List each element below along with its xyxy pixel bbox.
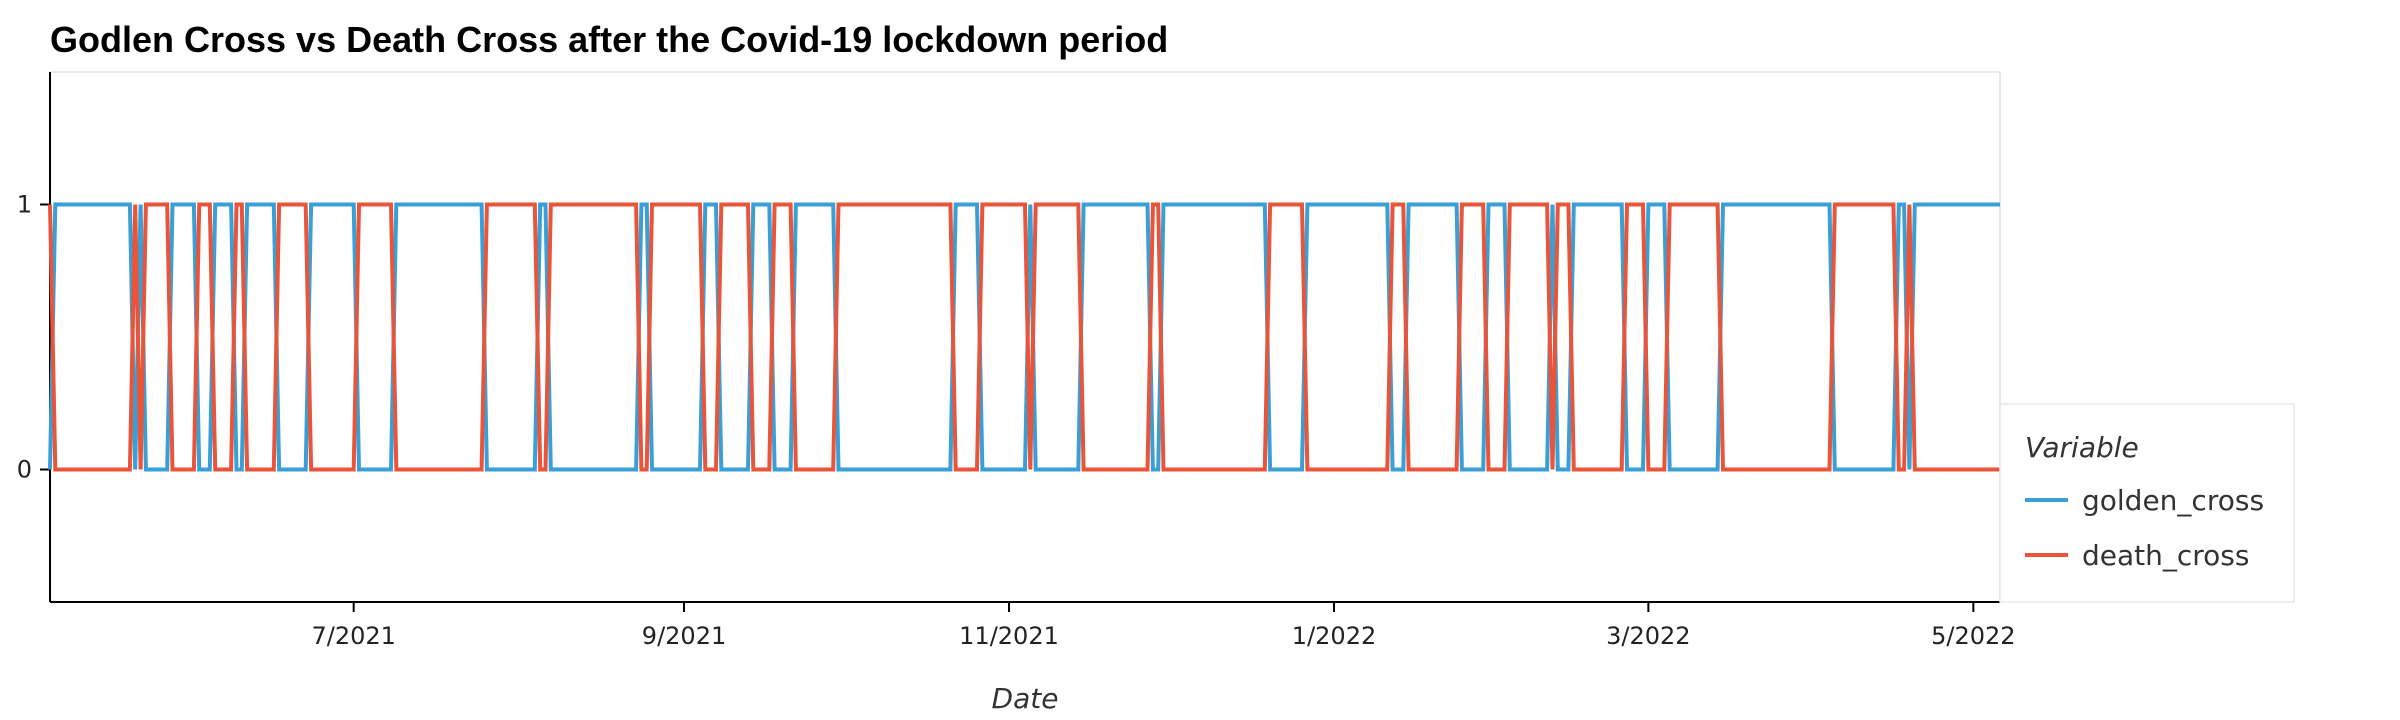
- x-tick-label: 7/2021: [311, 622, 395, 650]
- legend-box: [1999, 403, 2295, 603]
- series-layer: [48, 202, 2000, 472]
- x-tick-label: 3/2022: [1606, 622, 1690, 650]
- legend-label-golden-cross: golden_cross: [2082, 484, 2264, 517]
- x-tick-label: 5/2022: [1931, 622, 2015, 650]
- chart-title: Godlen Cross vs Death Cross after the Co…: [50, 19, 1168, 60]
- x-tick-label: 11/2021: [959, 622, 1059, 650]
- x-tick-label: 9/2021: [642, 622, 726, 650]
- x-tick-label: 1/2022: [1292, 622, 1376, 650]
- y-ticks: 01: [17, 191, 50, 484]
- y-tick-label: 1: [17, 191, 32, 219]
- legend-label-death-cross: death_cross: [2082, 539, 2249, 572]
- plot-frame: [49, 71, 2001, 603]
- series-line-death-cross: [48, 202, 2000, 472]
- x-axis-label: Date: [992, 682, 1059, 715]
- x-ticks: 7/2021 9/2021 11/2021 1/2022 3/2022 5/2022: [311, 602, 2016, 650]
- y-tick-label: 0: [17, 456, 32, 484]
- legend: Variable golden_cross death_cross: [1999, 403, 2295, 603]
- legend-title: Variable: [2025, 431, 2139, 464]
- series-line-golden-cross: [48, 202, 2000, 472]
